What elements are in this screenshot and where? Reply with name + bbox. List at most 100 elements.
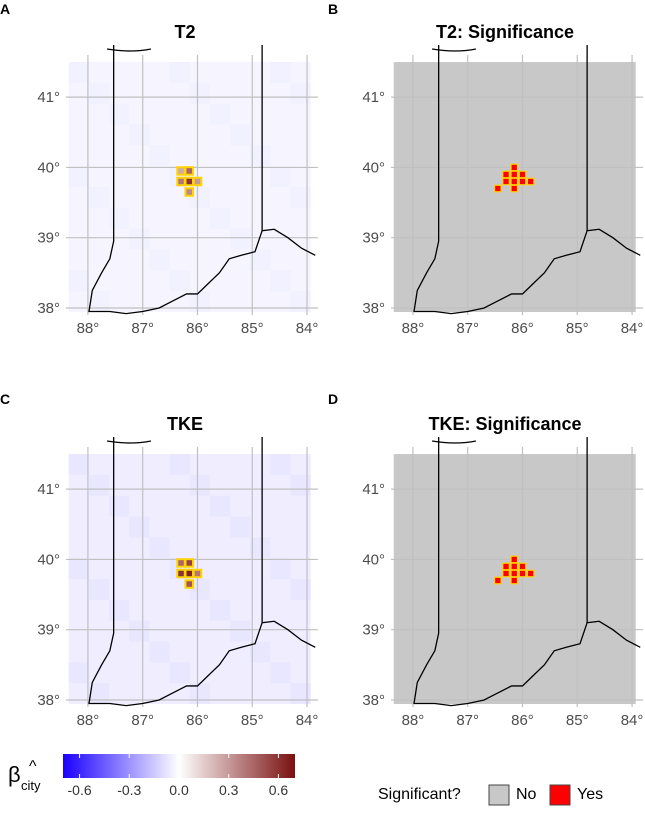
panel-letter: C (0, 391, 10, 407)
x-tick-label: 88° (402, 320, 425, 337)
x-tick-label: 85° (241, 712, 264, 729)
beta-tile (169, 270, 190, 292)
y-tick-label: 40° (362, 159, 385, 176)
significance-legend: Significant? No Yes (378, 784, 603, 806)
beta-tile (88, 291, 110, 313)
beta-tile (149, 641, 170, 663)
x-tick-label: 84° (296, 712, 319, 729)
beta-tile (230, 228, 251, 250)
y-tick-label: 38° (362, 692, 385, 709)
significant-cell (510, 555, 519, 564)
legend-swatch-yes (549, 784, 571, 806)
legend-swatch-no (488, 784, 510, 806)
beta-cell (184, 187, 195, 197)
beta-tile (250, 145, 271, 167)
y-tick-label: 39° (362, 622, 385, 639)
colorbar-legend: β city ^ -0.6 -0.3 0.0 0.3 0.6 (8, 754, 295, 798)
y-tick-label: 38° (37, 692, 60, 709)
panel-title: TKE: Significance (428, 414, 581, 434)
lake-shore-path (431, 440, 477, 444)
state-boundary-path (88, 45, 316, 315)
beta-tile (290, 474, 311, 496)
beta-tile (270, 166, 291, 188)
panel-letter: D (328, 391, 338, 407)
beta-tile (290, 291, 311, 313)
x-tick-label: 87° (456, 320, 479, 337)
y-tick-label: 41° (37, 481, 60, 498)
beta-tile (290, 82, 311, 104)
colorbar-tick-label: -0.3 (117, 782, 141, 798)
x-tick-label: 88° (77, 712, 100, 729)
y-tick-label: 38° (37, 300, 60, 317)
beta-tile (230, 620, 251, 642)
x-tick-label: 86° (186, 320, 209, 337)
x-tick-label: 85° (241, 320, 264, 337)
significant-cell (502, 177, 510, 186)
beta-tile (68, 62, 89, 83)
significant-cell (510, 569, 519, 578)
x-tick-label: 86° (186, 712, 209, 729)
beta-cell (184, 579, 195, 589)
significant-cell (518, 569, 527, 578)
colorbar-tick-label: 0.6 (269, 782, 289, 798)
beta-tile (189, 291, 210, 313)
beta-tile (230, 124, 251, 146)
beta-tile (189, 579, 210, 600)
state-boundary-path (413, 45, 641, 315)
beta-tile (270, 558, 291, 580)
beta-tile (149, 145, 170, 167)
x-tick-label: 87° (456, 712, 479, 729)
beta-tile (209, 599, 231, 621)
significant-cell (502, 569, 510, 578)
panel-a: A T2 88° 87° 86° 85° 84° 41° 40° 39° 38° (0, 1, 318, 337)
beta-tile (68, 558, 89, 580)
beta-tile (209, 207, 231, 229)
significant-cell (510, 170, 519, 179)
x-tick-label: 85° (566, 320, 589, 337)
beta-tile (129, 124, 150, 146)
x-tick-label: 88° (402, 712, 425, 729)
beta-tile (270, 454, 291, 475)
significant-cell (510, 177, 519, 186)
beta-cell (184, 166, 195, 176)
y-tick-label: 39° (37, 230, 60, 247)
significant-cell (510, 576, 519, 585)
x-tick-label: 87° (131, 320, 154, 337)
y-tick-label: 40° (37, 551, 60, 568)
colorbar-subscript: city (21, 778, 41, 793)
colorbar-tick-label: 0.3 (219, 782, 239, 798)
beta-tile (109, 599, 130, 621)
beta-tile (290, 187, 311, 208)
significant-cell (518, 177, 527, 186)
y-tick-label: 39° (362, 230, 385, 247)
significant-cell (493, 184, 502, 193)
beta-tile (290, 683, 311, 705)
beta-tile (88, 82, 110, 104)
y-tick-label: 41° (37, 89, 60, 106)
colorbar-symbol: β (8, 762, 21, 787)
beta-tile (209, 495, 231, 517)
significant-cell (526, 569, 535, 578)
y-tick-label: 38° (362, 300, 385, 317)
beta-tile (189, 82, 210, 104)
beta-cell (176, 568, 186, 579)
significant-cell (510, 562, 519, 571)
beta-cell (184, 558, 195, 568)
x-tick-label: 84° (621, 320, 644, 337)
beta-tile (109, 207, 130, 229)
legend-label-yes: Yes (577, 786, 603, 803)
state-boundary-path (88, 437, 316, 707)
significant-cell (510, 184, 519, 193)
y-tick-label: 41° (362, 481, 385, 498)
x-tick-label: 86° (511, 712, 534, 729)
beta-cell (176, 176, 186, 187)
beta-tile (88, 187, 110, 208)
x-tick-label: 84° (296, 320, 319, 337)
y-tick-label: 40° (362, 551, 385, 568)
beta-cell (192, 568, 203, 579)
beta-tile (270, 62, 291, 83)
beta-tile (149, 249, 170, 271)
beta-tile (250, 249, 271, 271)
x-tick-label: 86° (511, 320, 534, 337)
